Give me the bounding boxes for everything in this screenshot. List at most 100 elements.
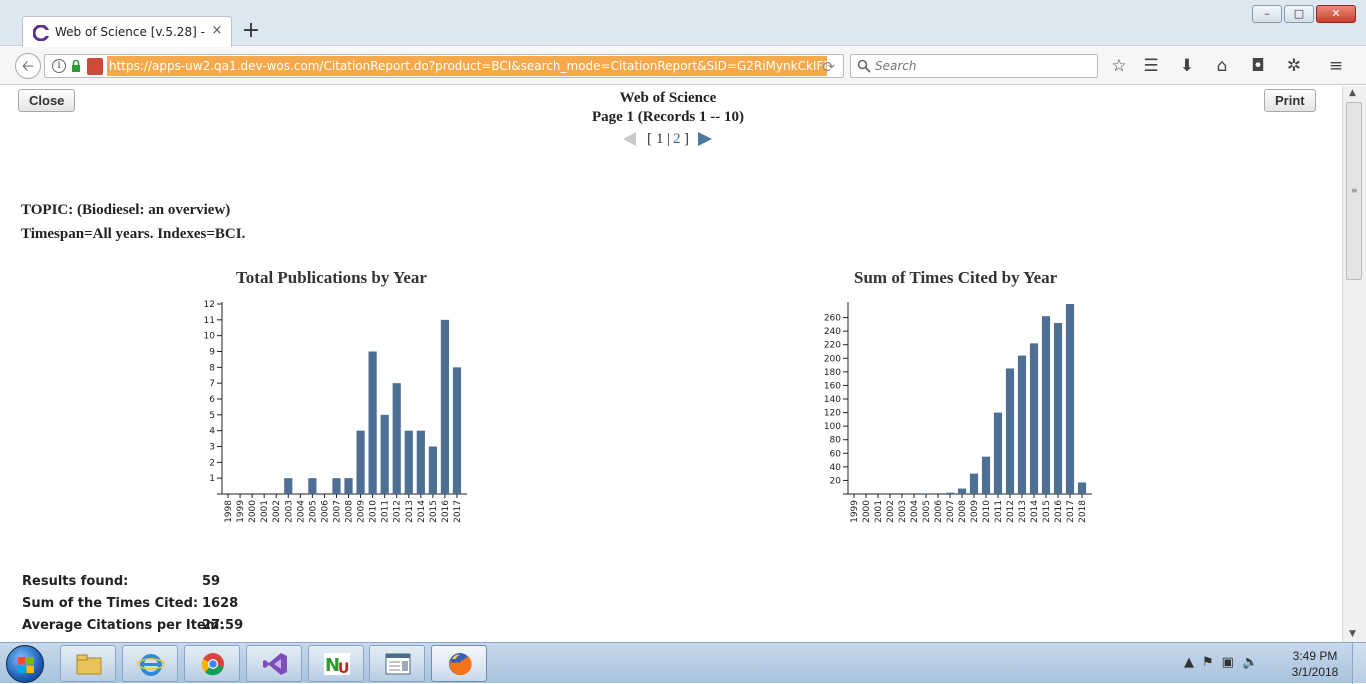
pager-open-bracket: [ bbox=[647, 131, 652, 147]
bar[interactable] bbox=[356, 430, 365, 494]
bar[interactable] bbox=[993, 412, 1003, 494]
pager-page-2-link[interactable]: 2 bbox=[673, 131, 681, 147]
start-button[interactable] bbox=[6, 645, 44, 683]
close-button[interactable]: Close bbox=[18, 89, 76, 112]
bar[interactable] bbox=[380, 414, 389, 494]
y-tick-label: 2 bbox=[209, 458, 215, 468]
url-text[interactable]: https://apps-uw2.qa1.dev-wos.com/Citatio… bbox=[107, 56, 827, 76]
bookmark-star-icon[interactable]: ☆ bbox=[1111, 56, 1127, 76]
reading-list-icon[interactable]: ☰ bbox=[1143, 56, 1159, 76]
site-info-icon[interactable]: i bbox=[52, 59, 66, 73]
taskbar-chrome[interactable] bbox=[184, 645, 240, 682]
volume-icon[interactable]: 🔈 bbox=[1241, 655, 1259, 670]
stat-label: Results found: bbox=[22, 574, 129, 589]
tab-title: Web of Science [v.5.28] - BCI bbox=[55, 25, 205, 39]
bar[interactable] bbox=[1041, 316, 1051, 494]
x-tick-label: 2017 bbox=[1066, 500, 1076, 523]
print-button[interactable]: Print bbox=[1264, 89, 1316, 112]
download-icon[interactable]: ⬇ bbox=[1179, 56, 1195, 76]
y-tick-label: 6 bbox=[209, 395, 215, 405]
nunit-icon: NU bbox=[324, 653, 350, 677]
minimize-button[interactable]: – bbox=[1252, 5, 1282, 23]
pocket-icon[interactable]: ◘ bbox=[1251, 56, 1265, 76]
previous-page-icon[interactable] bbox=[623, 132, 636, 146]
y-tick-label: 160 bbox=[824, 381, 841, 391]
bar[interactable] bbox=[392, 383, 401, 494]
taskbar-document-viewer[interactable] bbox=[369, 645, 425, 682]
back-button[interactable]: 🡠 bbox=[15, 53, 41, 79]
bar[interactable] bbox=[981, 456, 991, 494]
x-tick-label: 2002 bbox=[272, 500, 282, 523]
bar[interactable] bbox=[1065, 304, 1075, 494]
y-tick-label: 9 bbox=[209, 348, 215, 358]
extension-tools-icon[interactable]: ✲ bbox=[1286, 56, 1302, 76]
search-input[interactable] bbox=[875, 57, 1085, 75]
next-page-icon[interactable] bbox=[698, 132, 712, 146]
x-tick-label: 2012 bbox=[1006, 500, 1016, 523]
show-desktop-button[interactable] bbox=[1352, 643, 1366, 684]
tab-close-icon[interactable]: × bbox=[211, 23, 223, 38]
x-tick-label: 2002 bbox=[886, 500, 896, 523]
bar[interactable] bbox=[284, 478, 293, 494]
bar[interactable] bbox=[404, 430, 413, 494]
bar[interactable] bbox=[945, 492, 955, 494]
window-close-button[interactable]: ✕ bbox=[1316, 5, 1356, 23]
bar[interactable] bbox=[416, 430, 425, 494]
bar[interactable] bbox=[308, 478, 317, 494]
browser-titlebar: Web of Science [v.5.28] - BCI × + – □ ✕ bbox=[0, 0, 1366, 47]
bar[interactable] bbox=[428, 446, 437, 495]
taskbar-visual-studio[interactable] bbox=[246, 645, 302, 682]
tray-expand-icon[interactable]: ▲ bbox=[1184, 655, 1194, 670]
bar[interactable] bbox=[969, 473, 979, 494]
x-tick-label: 2006 bbox=[320, 500, 330, 523]
browser-tab[interactable]: Web of Science [v.5.28] - BCI × bbox=[22, 16, 232, 47]
bar[interactable] bbox=[368, 351, 377, 495]
x-tick-label: 2011 bbox=[381, 500, 391, 523]
x-tick-label: 2011 bbox=[994, 500, 1004, 523]
y-tick-label: 3 bbox=[209, 443, 215, 453]
bar[interactable] bbox=[1053, 323, 1063, 494]
bar[interactable] bbox=[921, 493, 931, 494]
taskbar-clock[interactable]: 3:49 PM 3/1/2018 bbox=[1290, 648, 1340, 680]
scroll-down-icon[interactable]: ▼ bbox=[1349, 629, 1356, 639]
x-tick-label: 2000 bbox=[862, 500, 872, 523]
bar[interactable] bbox=[332, 478, 341, 494]
x-tick-label: 2013 bbox=[405, 500, 415, 523]
bar[interactable] bbox=[1029, 343, 1039, 494]
home-icon[interactable]: ⌂ bbox=[1216, 56, 1228, 76]
page-scrollbar[interactable]: ▲ ≡ ▼ bbox=[1342, 86, 1366, 642]
search-icon bbox=[857, 59, 871, 73]
x-tick-label: 2005 bbox=[308, 500, 318, 523]
reload-icon[interactable]: ⟳ bbox=[822, 58, 835, 76]
x-tick-label: 2017 bbox=[453, 500, 463, 523]
taskbar-file-explorer[interactable] bbox=[60, 645, 116, 682]
search-box[interactable] bbox=[850, 54, 1098, 78]
url-bar[interactable]: i https://apps-uw2.qa1.dev-wos.com/Citat… bbox=[44, 54, 844, 78]
bar[interactable] bbox=[452, 367, 462, 494]
y-tick-label: 240 bbox=[824, 327, 841, 337]
bar[interactable] bbox=[957, 488, 967, 494]
x-tick-label: 2003 bbox=[284, 500, 294, 523]
action-center-flag-icon[interactable]: ⚑ bbox=[1202, 655, 1214, 670]
x-tick-label: 2003 bbox=[898, 500, 908, 523]
bar[interactable] bbox=[440, 319, 450, 494]
menu-icon[interactable]: ≡ bbox=[1328, 56, 1344, 76]
x-tick-label: 2005 bbox=[922, 500, 932, 523]
bar[interactable] bbox=[1077, 482, 1087, 494]
bar[interactable] bbox=[1017, 355, 1027, 494]
scrollbar-thumb[interactable]: ≡ bbox=[1346, 102, 1362, 280]
scroll-up-icon[interactable]: ▲ bbox=[1349, 88, 1356, 98]
x-tick-label: 1998 bbox=[224, 500, 234, 523]
taskbar-internet-explorer[interactable] bbox=[122, 645, 178, 682]
new-tab-button[interactable]: + bbox=[241, 18, 261, 43]
bar[interactable] bbox=[344, 478, 353, 494]
bar[interactable] bbox=[1005, 368, 1015, 494]
extension-icon[interactable] bbox=[87, 58, 103, 75]
clock-time: 3:49 PM bbox=[1292, 649, 1338, 663]
x-tick-label: 1999 bbox=[850, 500, 860, 523]
taskbar-firefox[interactable] bbox=[431, 645, 487, 682]
network-icon[interactable]: ▣ bbox=[1221, 655, 1234, 670]
maximize-button[interactable]: □ bbox=[1284, 5, 1314, 23]
